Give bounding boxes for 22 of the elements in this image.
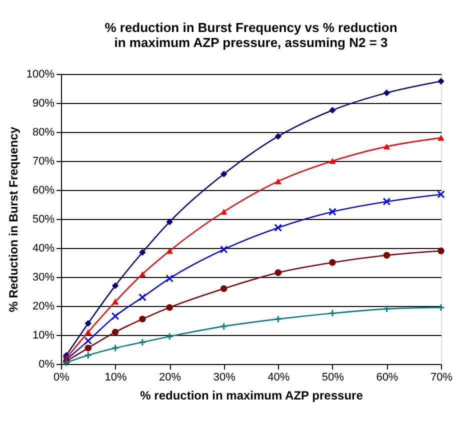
x-tick-label: 50% [322,372,344,384]
x-tick-label: 10% [104,372,128,384]
y-tick-label: 60% [32,184,55,196]
x-tick-label: 30% [213,372,236,384]
y-tick-label: 30% [32,272,55,284]
y-tick-label: 50% [32,214,55,226]
y-tick-label: 70% [32,156,55,168]
x-axis-title: % reduction in maximum AZP pressure [140,388,364,402]
x-tick-label: 20% [159,372,182,384]
x-tick-label: 70% [430,372,453,384]
y-tick-label: 10% [32,330,55,342]
y-axis-title: % Reduction in Burst Frequency [6,126,20,312]
y-tick-label: 100% [26,68,55,80]
chart-title: % reduction in Burst Frequency vs % reduction in maximum AZP pressure, assuming N2 = 3 [104,20,398,50]
y-tick-label: 90% [32,98,55,110]
x-tick-label: 60% [376,372,398,384]
y-tick-label: 40% [32,242,55,254]
x-tick-label: 0% [54,372,70,384]
x-tick-label: 40% [268,372,290,384]
y-tick-label: 0% [38,358,55,370]
y-tick-label: 80% [32,126,55,138]
y-tick-label: 20% [32,300,55,312]
